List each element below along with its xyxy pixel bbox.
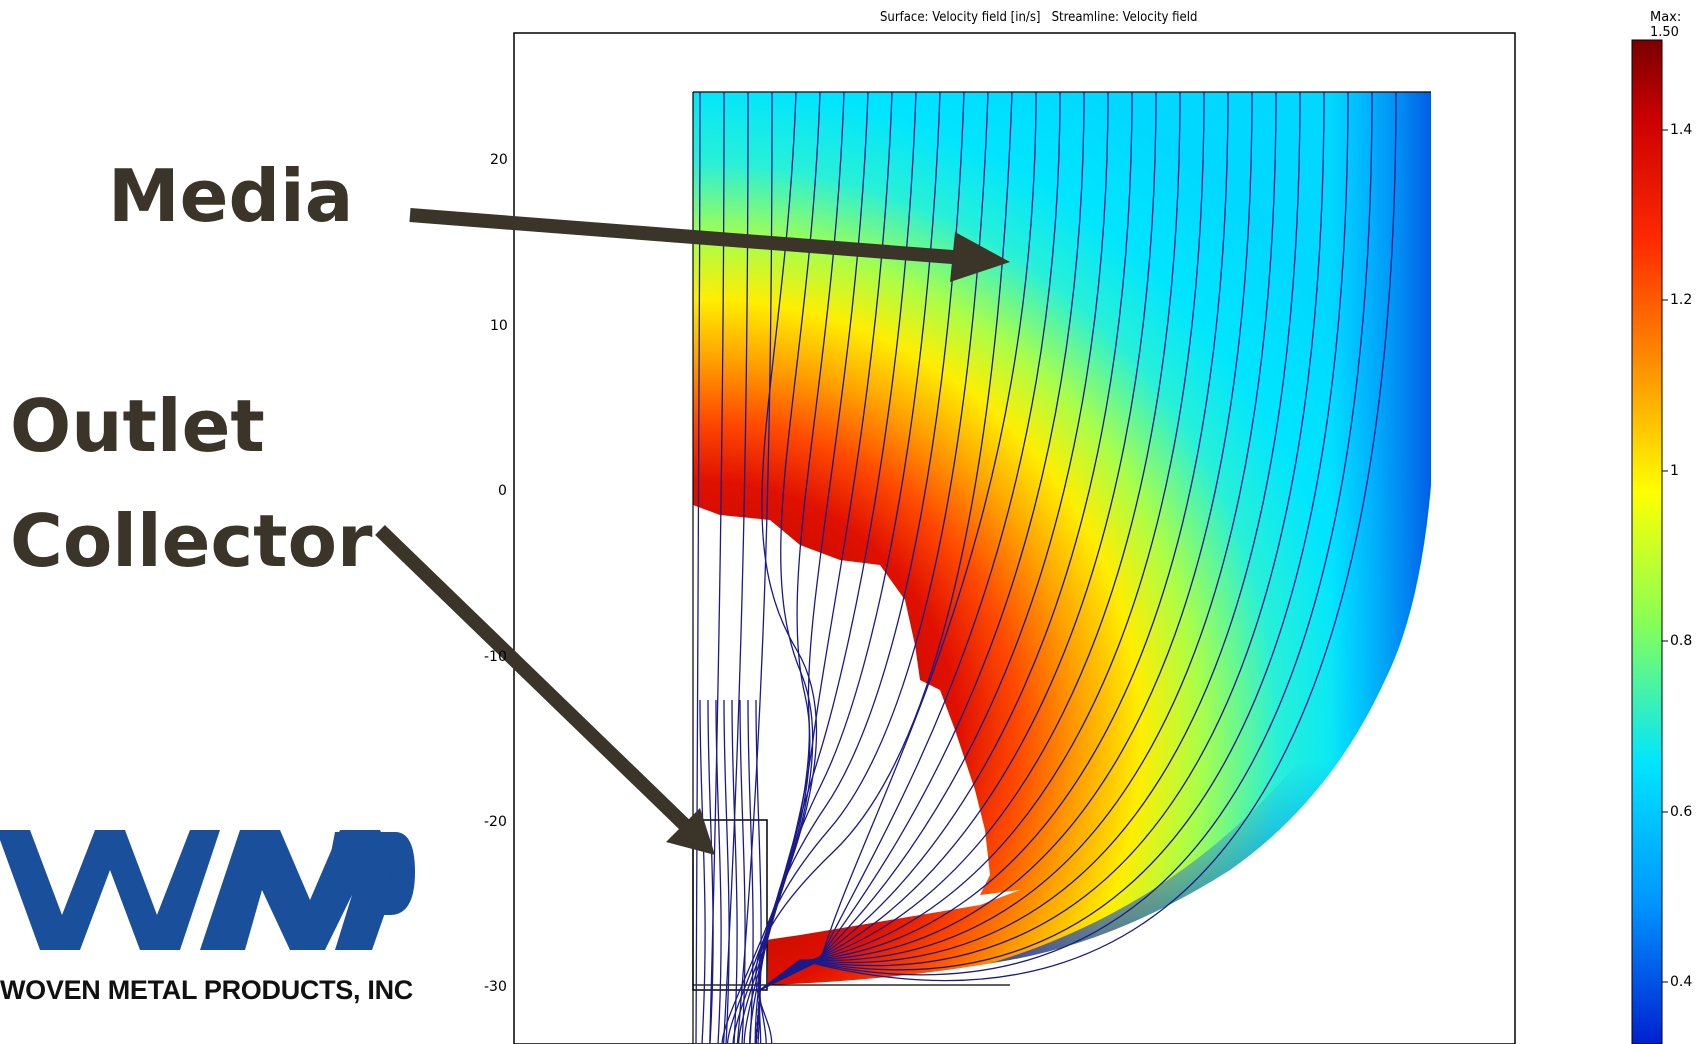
streamline: [723, 699, 730, 1044]
streamline: [755, 91, 1181, 1044]
streamline: [739, 699, 746, 1044]
y-tick-label: 20: [490, 152, 508, 168]
streamline: [721, 91, 818, 1044]
streamline: [755, 91, 1397, 1044]
streamline: [755, 91, 1109, 1044]
colorbar-ticks: [1662, 129, 1668, 983]
company-name: WOVEN METAL PRODUCTS, INC: [0, 975, 414, 1005]
streamlines: [695, 91, 1397, 1044]
streamline: [755, 91, 1061, 1044]
media-arrow: [409, 208, 1010, 282]
y-tick-label: -30: [484, 979, 507, 995]
streamline: [755, 91, 1133, 1044]
collector-label: Collector: [10, 499, 373, 583]
streamline: [755, 91, 1037, 1044]
streamline: [699, 699, 706, 1044]
plot-title: Surface: Velocity field [in/s] Streamlin…: [880, 10, 1198, 25]
y-tick-label: 10: [490, 318, 508, 334]
colorbar-tick-label: 0.8: [1670, 633, 1693, 649]
streamline: [715, 699, 722, 1044]
media-label: Media: [108, 154, 354, 238]
streamline: [755, 91, 1277, 1044]
y-tick-label: -10: [484, 649, 507, 665]
streamline: [722, 91, 749, 1044]
streamline: [731, 699, 738, 1044]
streamline: [709, 91, 725, 1044]
streamline: [754, 91, 941, 1044]
colorbar-tick-label: 1: [1670, 463, 1679, 479]
y-tick-label: -20: [484, 814, 507, 830]
colorbar-max-label: Max: 1.50: [1650, 10, 1682, 40]
streamline: [755, 91, 1325, 1044]
colorbar-tick-label: 1.2: [1670, 292, 1693, 308]
streamline: [755, 91, 1373, 1044]
void-region: [693, 505, 1020, 940]
colorbar: [1631, 39, 1663, 1044]
streamline: [736, 91, 773, 1044]
streamline: [755, 91, 1085, 1044]
streamline: [747, 699, 754, 1044]
colorbar-tick-label: 0.6: [1670, 804, 1693, 820]
collector-arrow: [375, 524, 715, 855]
colorbar-tick-label: 0.4: [1670, 974, 1693, 990]
streamline: [758, 91, 989, 1044]
streamline: [707, 699, 714, 1044]
streamline: [755, 91, 1253, 1044]
streamline: [755, 91, 1205, 1044]
colorbar-tick-label: 1.4: [1670, 122, 1693, 138]
streamline: [755, 91, 1229, 1044]
streamline: [755, 91, 1157, 1044]
outlet-label: Outlet: [10, 384, 265, 468]
streamline: [755, 699, 762, 1044]
y-tick-label: 0: [498, 483, 507, 499]
company-logo: [0, 830, 415, 950]
streamline: [755, 91, 1013, 1044]
streamline: [755, 91, 1349, 1044]
streamline: [755, 91, 1301, 1044]
